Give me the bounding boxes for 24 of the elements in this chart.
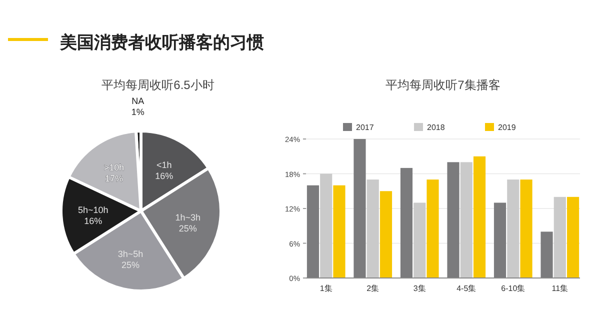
data-label: 17% [105,173,124,184]
x-tick-label: 2集 [366,284,380,293]
slice-label: <1h [156,160,172,170]
slice-label: 1h~3h [175,212,200,222]
data-label: 25% [122,260,140,270]
x-tick-label: 4-5集 [456,284,476,293]
chart-subtitle: 平均每周收听6.5小时 [102,78,214,92]
legend-label: 2018 [427,123,446,132]
x-tick-label: 3集 [413,284,426,293]
legend-label: 2017 [356,123,374,132]
data-label: 25% [178,223,197,234]
x-tick-label: 6-10集 [501,284,526,293]
slice-label: 5h~10h [78,205,108,216]
slice-label: >10h [104,162,124,172]
data-label: 16% [155,170,174,181]
legend-label: 2019 [498,123,516,132]
x-tick-label: 11集 [552,284,568,293]
slice-label: NA [132,96,144,106]
x-tick-label: 1集 [320,284,332,293]
data-label: 16% [84,216,102,226]
chart-title: 平均每周收听7集播客 [386,78,500,92]
chart-title: 美国消费者收听播客的习惯 [59,33,264,52]
slice-label: 3h~5h [118,248,144,259]
data-label: 1% [131,107,144,118]
